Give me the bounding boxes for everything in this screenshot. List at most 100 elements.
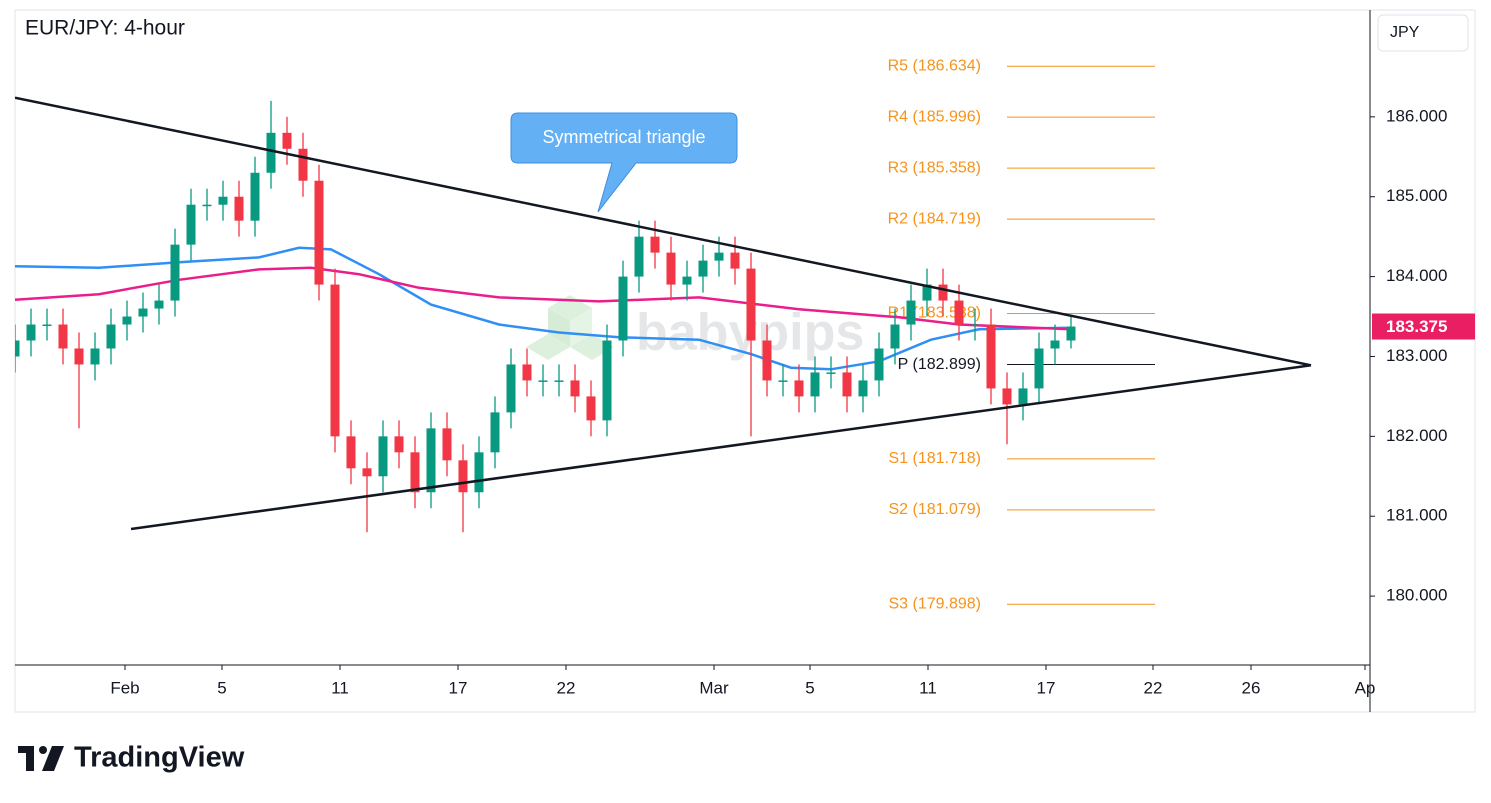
currency-label: JPY — [1390, 24, 1420, 41]
candle-body — [650, 236, 660, 253]
candle-body — [762, 340, 772, 381]
x-tick-label: 5 — [805, 678, 814, 697]
candle-body — [954, 300, 964, 325]
callout: Symmetrical triangle — [510, 112, 738, 213]
candle-body — [266, 132, 276, 173]
candle-body — [1050, 340, 1060, 349]
pivot-label: R4 (185.996) — [888, 108, 981, 125]
brand-name: TradingView — [74, 742, 245, 774]
candle-body — [618, 276, 628, 341]
x-tick-label: 17 — [449, 678, 468, 697]
candle-body — [314, 180, 324, 285]
candle-body — [970, 324, 980, 327]
candle-body — [666, 252, 676, 285]
moving-average — [15, 266, 1072, 331]
candle-body — [538, 380, 548, 382]
candle-body — [1018, 388, 1028, 405]
candle-body — [730, 252, 740, 269]
candle-body — [410, 452, 420, 493]
y-tick-label: 182.000 — [1386, 426, 1447, 445]
candle-body — [714, 252, 724, 261]
candle-body — [458, 460, 468, 493]
candle-body — [426, 428, 436, 493]
candle-body — [1002, 388, 1012, 405]
candle-body — [682, 276, 692, 285]
trendline — [15, 96, 1312, 367]
candle-body — [218, 196, 228, 205]
candle-body — [106, 324, 116, 349]
candle-body — [858, 380, 868, 397]
candle-body — [442, 428, 452, 461]
candle-body — [490, 412, 500, 453]
candle-body — [1034, 348, 1044, 389]
pivot-label: S3 (179.898) — [888, 595, 981, 612]
candle-body — [746, 268, 756, 341]
x-tick-label: 5 — [217, 678, 226, 697]
candle-body — [794, 380, 804, 397]
y-tick-label: 184.000 — [1386, 266, 1447, 285]
candle-body — [282, 132, 292, 149]
candle-body — [15, 340, 20, 357]
x-tick-label: 22 — [1144, 678, 1163, 697]
candle-body — [570, 380, 580, 397]
candle-body — [26, 324, 36, 341]
pivot-label: R3 (185.358) — [888, 159, 981, 176]
candle-body — [554, 380, 564, 382]
candle-body — [298, 148, 308, 181]
x-tick-label: Mar — [699, 678, 729, 697]
pivot-label: S1 (181.718) — [888, 450, 981, 467]
candle-body — [394, 436, 404, 453]
candle-body — [74, 348, 84, 365]
pivot-label: R1 (183.538) — [888, 305, 981, 322]
candle-body — [154, 300, 164, 309]
y-tick-label: 181.000 — [1386, 506, 1447, 525]
candle-body — [42, 324, 52, 327]
trendline — [130, 364, 1312, 531]
candle-body — [922, 284, 932, 301]
candle-body — [122, 316, 132, 325]
candle-body — [634, 236, 644, 277]
y-tick-label: 185.000 — [1386, 186, 1447, 205]
candle-body — [138, 308, 148, 317]
candle-body — [842, 372, 852, 397]
candle-body — [202, 204, 212, 207]
chart-title: EUR/JPY: 4-hour — [25, 17, 185, 40]
candle-body — [362, 468, 372, 477]
x-tick-label: 11 — [919, 678, 937, 697]
candle-body — [250, 172, 260, 221]
x-tick-label: 22 — [557, 678, 576, 697]
candle-body — [330, 284, 340, 437]
candle-body — [698, 260, 708, 277]
candle-body — [378, 436, 388, 477]
candle-body — [890, 324, 900, 349]
last-price-label: 183.375 — [1386, 317, 1447, 336]
candle-body — [826, 372, 836, 374]
x-tick-label: 17 — [1037, 678, 1056, 697]
y-tick-label: 180.000 — [1386, 586, 1447, 605]
brand-logo: TradingView — [18, 742, 245, 774]
candle-body — [346, 436, 356, 469]
candle-body — [170, 244, 180, 301]
x-tick-label: Feb — [110, 678, 139, 697]
y-tick-label: 186.000 — [1386, 106, 1447, 125]
y-tick-label: 183.000 — [1386, 346, 1447, 365]
x-tick-label: 11 — [331, 678, 349, 697]
callout-text: Symmetrical triangle — [542, 127, 705, 147]
candle-body — [90, 348, 100, 365]
pivot-label: R2 (184.719) — [888, 210, 981, 227]
pivot-label: P (182.899) — [898, 356, 981, 373]
last-price-tag — [1372, 313, 1475, 340]
plot: R5 (186.634) R4 (185.996) R3 (185.358) R2 (… — [15, 57, 1312, 612]
currency-box — [1377, 14, 1469, 52]
candle-body — [986, 324, 996, 389]
x-tick-label: Ap — [1355, 678, 1376, 697]
candle-body — [938, 284, 948, 301]
candle-body — [906, 300, 916, 325]
chart-frame — [14, 9, 1476, 713]
pivot-label: R5 (186.634) — [888, 57, 981, 74]
candle-body — [810, 372, 820, 397]
pivot-label: S2 (181.079) — [888, 501, 981, 518]
candle-body — [586, 396, 596, 421]
candle-body — [778, 380, 788, 382]
